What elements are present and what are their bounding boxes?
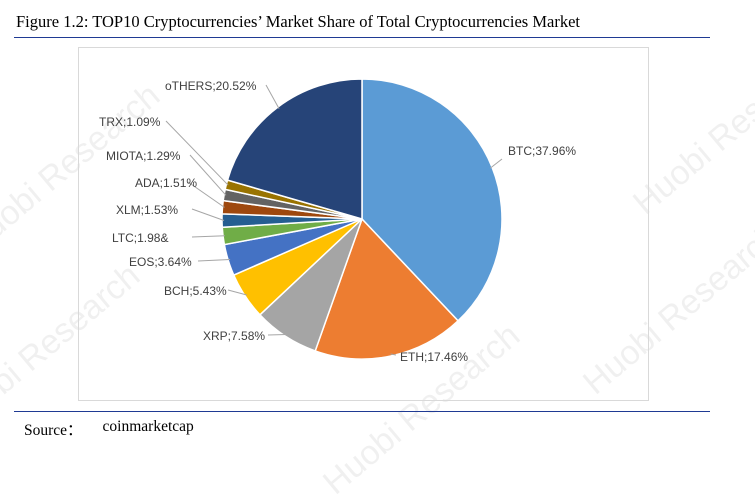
pie-chart: BTC;37.96% ETH;17.46% XRP;7.58% BCH;5.43% EO… (99, 78, 576, 364)
slice-label-trx: TRX;1.09% (99, 115, 161, 129)
source-label: Source： (24, 422, 83, 439)
leader-line-xrp (267, 334, 287, 336)
slice-label-bch: BCH;5.43% (164, 284, 227, 298)
leader-line-ltc (191, 235, 226, 238)
slice-label-xrp: XRP;7.58% (203, 329, 265, 343)
leader-line-others (265, 84, 280, 109)
slice-label-eos: EOS;3.64% (129, 255, 192, 269)
leader-line-eth (390, 353, 397, 356)
pie-slice-eth (314, 217, 460, 360)
leader-line-miota (189, 154, 227, 196)
source-value: coinmarketcap (102, 418, 194, 435)
slice-label-eth: ETH;17.46% (400, 350, 468, 364)
bottom-rule (14, 411, 710, 412)
leader-line-btc (489, 158, 503, 169)
slice-label-ada: ADA;1.51% (135, 176, 197, 190)
top-rule (14, 37, 710, 38)
leader-line-xlm (191, 208, 225, 221)
slice-label-ltc: LTC;1.98& (112, 231, 168, 245)
chart-frame (78, 47, 649, 401)
slice-label-miota: MIOTA;1.29% (106, 149, 181, 163)
leader-line-bch (227, 289, 247, 296)
leader-line-trx (165, 120, 229, 186)
leader-line-ada (187, 181, 225, 208)
slice-label-others: oTHERS;20.52% (165, 79, 257, 93)
source-line: Source： coinmarketcap (24, 418, 194, 440)
slice-label-xlm: XLM;1.53% (116, 203, 178, 217)
slice-label-btc: BTC;37.96% (508, 144, 576, 158)
figure-title: Figure 1.2: TOP10 Cryptocurrencies’ Mark… (16, 12, 580, 31)
leader-line-eos (197, 259, 231, 262)
